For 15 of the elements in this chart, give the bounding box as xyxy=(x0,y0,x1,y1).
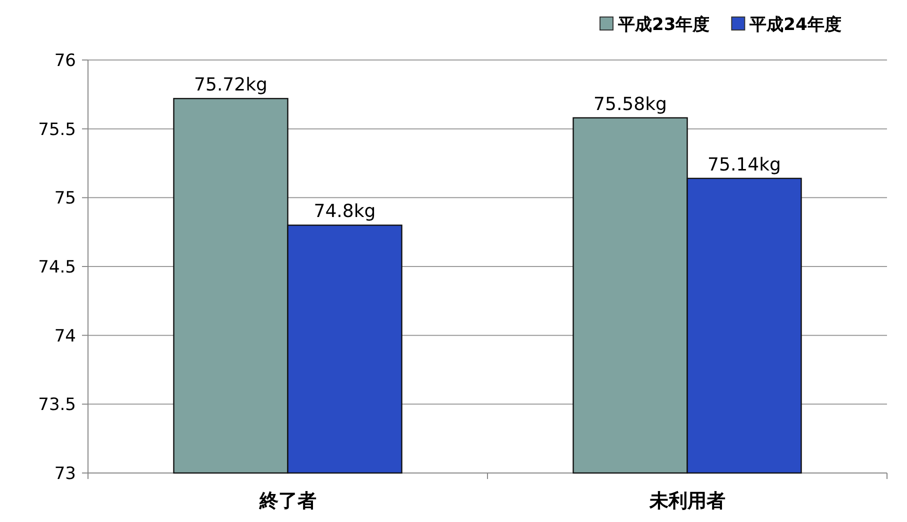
y-tick-label: 73.5 xyxy=(38,395,76,416)
y-tick-label: 75.5 xyxy=(38,120,76,140)
data-label: 75.58kg xyxy=(594,94,667,115)
data-label: 74.8kg xyxy=(314,201,376,222)
data-label: 75.72kg xyxy=(194,74,268,96)
y-tick-label: 74.5 xyxy=(38,258,76,278)
legend-label: 平成24年度 xyxy=(748,15,842,35)
y-tick-label: 74 xyxy=(54,326,76,346)
legend-label: 平成23年度 xyxy=(617,15,710,35)
x-tick-label: 未利用者 xyxy=(648,490,726,512)
y-tick-label: 73 xyxy=(54,464,76,484)
y-tick-label: 75 xyxy=(54,188,76,209)
y-tick-label: 76 xyxy=(54,51,76,71)
data-label: 75.14kg xyxy=(708,154,781,176)
x-tick-label: 終了者 xyxy=(258,490,316,512)
